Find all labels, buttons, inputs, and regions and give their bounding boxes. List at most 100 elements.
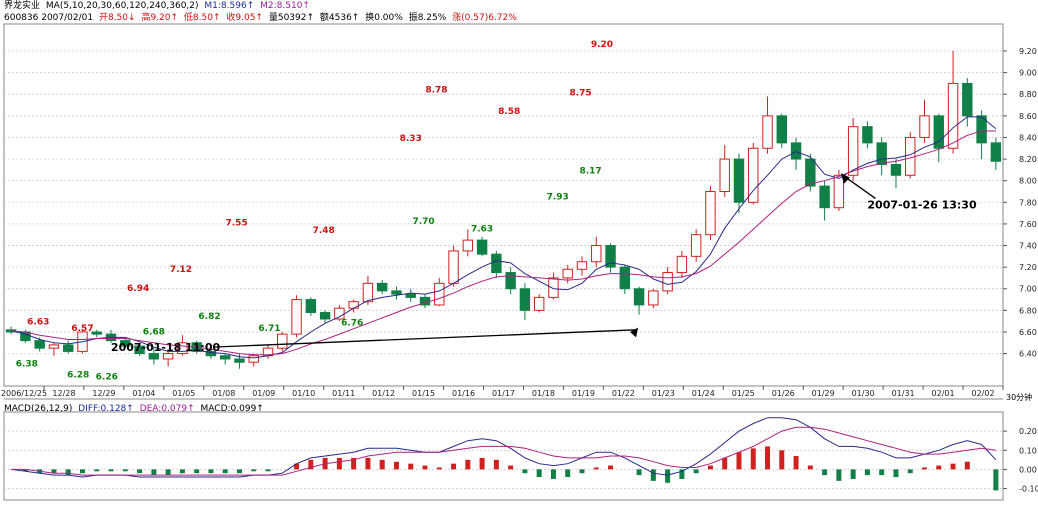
x-axis-tick-label: 2006/12/25: [1, 389, 47, 398]
open-value: 开8.50↓: [98, 13, 136, 23]
candle-body: [462, 239, 474, 252]
candle-body: [776, 115, 788, 144]
x-axis-tick-label: 01/12: [372, 389, 395, 398]
candle-body: [491, 253, 502, 274]
x-axis-tick-label: 01/16: [452, 389, 475, 398]
candle-body: [448, 250, 459, 284]
candle-body: [847, 126, 859, 176]
candle-body: [162, 353, 174, 360]
price-extreme-label: 8.17: [579, 166, 601, 176]
period-label[interactable]: 30分钟: [1006, 393, 1033, 402]
price-y-tick-label: 7.60: [1019, 220, 1037, 229]
macd-panel-frame: [3, 411, 1004, 501]
candle-body: [990, 142, 1002, 162]
close-value: 收9.05↑: [226, 13, 263, 23]
candle-body: [619, 266, 631, 290]
price-y-tick-label: 7.80: [1019, 198, 1037, 207]
x-axis-tick-label: 01/11: [332, 389, 355, 398]
macd-name: MACD(26,12,9): [4, 404, 73, 414]
price-y-tick-label: 9.20: [1019, 47, 1037, 56]
candle-body: [134, 345, 145, 355]
price-extreme-label: 7.12: [170, 265, 192, 275]
x-axis-tick-label: 02/01: [932, 389, 955, 398]
candle-body: [219, 355, 231, 360]
candle-body: [148, 353, 160, 360]
candle-body: [933, 115, 944, 149]
candle-body: [662, 272, 673, 292]
candle-body: [748, 147, 759, 203]
price-extreme-label: 6.38: [16, 360, 38, 370]
price-extreme-label: 9.20: [591, 40, 613, 50]
candle-body: [362, 282, 374, 303]
candle-body: [305, 299, 317, 314]
x-axis-tick-label: 02/02: [971, 389, 994, 398]
candle-body: [890, 163, 902, 176]
quote-header: 600836 2007/02/01 开8.50↓ 高9.20↑ 低8.50↑ 收…: [4, 13, 520, 24]
price-extreme-label: 6.71: [258, 324, 280, 334]
candle-body: [605, 245, 616, 268]
ma-m2-value: M2:8.510↑: [260, 1, 310, 11]
candle-body: [505, 272, 516, 290]
price-y-tick-label: 6.60: [1019, 328, 1037, 337]
candle-body: [519, 288, 531, 311]
candle-body: [562, 268, 573, 279]
x-axis-tick-label: 01/17: [492, 389, 515, 398]
candle-body: [91, 331, 102, 335]
turnover-value: 换0.00%: [365, 13, 403, 23]
high-value: 高9.20↑: [141, 13, 179, 23]
candle-body: [676, 255, 688, 274]
price-y-tick-label: 8.60: [1019, 112, 1037, 121]
candle-body: [819, 185, 830, 209]
candle-body: [248, 355, 259, 363]
macd-y-tick-label: 0.20: [1019, 427, 1037, 436]
x-axis-tick-label: 01/26: [772, 389, 795, 398]
x-axis-tick-label: 12/29: [92, 389, 115, 398]
price-extreme-label: 8.33: [400, 134, 422, 144]
candle-body: [976, 115, 987, 144]
price-extreme-label: 6.57: [71, 324, 93, 334]
price-extreme-label: 7.63: [471, 225, 493, 235]
price-y-tick-label: 7.40: [1019, 242, 1037, 251]
price-y-tick-label: 7.20: [1019, 263, 1037, 272]
low-value: 低8.50↑: [183, 13, 221, 23]
macd-y-tick-label: 0.00: [1019, 465, 1037, 474]
candle-body: [576, 261, 588, 270]
x-axis-tick-label: 01/24: [692, 389, 715, 398]
moving-average-line: [10, 116, 997, 359]
price-extreme-label: 6.26: [96, 373, 118, 383]
x-axis-tick-label: 01/09: [252, 389, 275, 398]
candle-body: [762, 115, 773, 149]
candle-body: [334, 307, 345, 320]
candle-body: [591, 245, 602, 263]
price-header: 界龙实业 MA(5,10,20,30,60,120,240,360,2) M1:…: [4, 1, 313, 12]
candle-body: [277, 333, 288, 349]
candle-body: [405, 293, 416, 298]
candle-body: [205, 350, 217, 357]
annotation-text: 2007-01-18 11:00: [111, 341, 221, 354]
change-value: 涨(0.57)6.72%: [452, 13, 517, 23]
candle-body: [376, 282, 388, 292]
candle-body: [633, 288, 645, 306]
candle-body: [234, 358, 245, 363]
candle-body: [391, 290, 402, 295]
price-y-tick-label: 7.00: [1019, 285, 1037, 294]
macd-macd-value: MACD:0.099↑: [200, 404, 264, 414]
candle-body: [947, 82, 959, 149]
candle-body: [876, 142, 887, 165]
candle-body: [63, 344, 74, 352]
candle-body: [648, 290, 659, 306]
candle-body: [919, 115, 930, 138]
price-extreme-label: 7.48: [313, 226, 335, 236]
candle-body: [862, 126, 873, 144]
macd-header: MACD(26,12,9) DIFF:0.128↑ DEA:0.079↑ MAC…: [4, 404, 267, 415]
macd-dea-value: DEA:0.079↑: [139, 404, 195, 414]
candle-body: [962, 82, 973, 117]
annotation-text: 2007-01-26 13:30: [867, 198, 977, 211]
x-axis-tick-label: 01/25: [732, 389, 755, 398]
candle-body: [319, 312, 331, 320]
code-date: 600836 2007/02/01: [4, 13, 94, 23]
price-extreme-label: 7.55: [226, 218, 248, 228]
candle-body: [905, 136, 916, 176]
candle-body: [548, 277, 559, 298]
